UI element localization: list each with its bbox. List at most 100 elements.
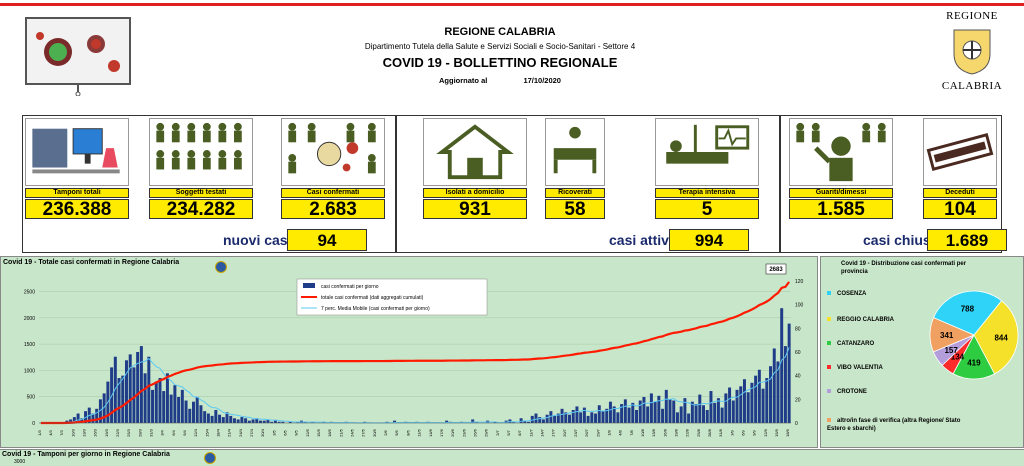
daily-bar bbox=[635, 409, 638, 423]
x-tick-label: 8/6 bbox=[405, 429, 410, 435]
y-right-tick-label: 80 bbox=[795, 326, 801, 332]
daily-bar bbox=[783, 346, 787, 423]
legend-swatch bbox=[827, 341, 831, 346]
daily-bar bbox=[776, 361, 780, 423]
x-tick-label: 25/8 bbox=[696, 428, 701, 437]
daily-bar bbox=[623, 399, 627, 423]
daily-bar bbox=[527, 421, 531, 423]
daily-bar bbox=[534, 413, 538, 423]
daily-bar bbox=[754, 375, 758, 423]
legend-label: VIBO VALENTIA bbox=[837, 365, 883, 371]
isolati-label: Isolati a domicilio bbox=[423, 188, 527, 198]
legend-swatch bbox=[827, 389, 831, 394]
x-tick-label: 16/3 bbox=[93, 428, 98, 437]
region-seal-icon bbox=[215, 261, 227, 273]
daily-bar bbox=[236, 419, 240, 423]
legend-label: CATANZARO bbox=[837, 341, 875, 347]
x-tick-label: 18/5 bbox=[327, 428, 332, 437]
deceased-stamp-icon bbox=[923, 118, 997, 186]
daily-bar bbox=[679, 406, 683, 423]
province-pie-panel: Covid 19 - Distribuzione casi confermati… bbox=[820, 256, 1024, 448]
daily-bar bbox=[731, 400, 735, 423]
x-tick-label: 14/6 bbox=[428, 428, 433, 437]
x-tick-label: 26/6 bbox=[472, 428, 477, 437]
x-tick-label: 9/9 bbox=[752, 429, 757, 435]
daily-bar bbox=[188, 408, 192, 423]
x-tick-label: 3/4 bbox=[160, 429, 165, 435]
cumulative-line bbox=[40, 281, 791, 425]
daily-bar bbox=[564, 412, 568, 423]
legend-crotone: CROTONE bbox=[827, 389, 867, 395]
daily-bar bbox=[288, 421, 292, 423]
daily-bar bbox=[147, 356, 151, 423]
daily-bar bbox=[154, 381, 158, 423]
x-tick-label: 19/8 bbox=[673, 428, 678, 437]
updated-label: Aggiornato al bbox=[439, 76, 488, 85]
active-cases-panel: Isolati a domicilio 931 Ricoverati 58 Te… bbox=[396, 115, 780, 253]
x-tick-label: 18/9 bbox=[785, 428, 790, 437]
y-left-tick-label: 1000 bbox=[24, 368, 35, 374]
daily-bar bbox=[769, 366, 773, 423]
y-right-tick-label: 20 bbox=[795, 397, 801, 403]
daily-bar bbox=[586, 415, 590, 423]
tamponi-chart-strip: Covid 19 - Tamponi per giorno in Regione… bbox=[0, 449, 1024, 466]
chart-title: Covid 19 - Totale casi confermati in Reg… bbox=[3, 259, 180, 266]
x-tick-label: 18/4 bbox=[216, 428, 221, 437]
x-tick-label: 9/4 bbox=[182, 429, 187, 435]
y-left-tick-label: 2500 bbox=[24, 290, 35, 296]
guariti-value: 1.585 bbox=[789, 199, 893, 219]
region-seal-icon bbox=[204, 452, 216, 464]
daily-bar bbox=[616, 412, 620, 423]
pie-value-label: 157 bbox=[944, 346, 958, 355]
recovered-person-icon bbox=[789, 118, 893, 186]
x-tick-label: 23/7 bbox=[573, 428, 578, 437]
daily-bar bbox=[169, 394, 173, 423]
daily-bar bbox=[69, 419, 73, 423]
chart-plot: 0 500 1000 1500 2000 2500 0 20 40 60 80 100 120 1/3 4/… bbox=[24, 263, 804, 437]
x-tick-label: 10/8 bbox=[640, 428, 645, 437]
x-tick-label: 13/8 bbox=[651, 428, 656, 437]
x-tick-label: 22/3 bbox=[115, 428, 120, 437]
legend-altro: altro/in fase di verifica (altra Regione… bbox=[827, 417, 967, 433]
daily-bar bbox=[556, 413, 560, 423]
header-red-line bbox=[0, 3, 1024, 6]
daily-bar bbox=[608, 401, 612, 423]
daily-bar bbox=[601, 411, 605, 423]
legend-swatch bbox=[827, 291, 831, 296]
daily-bar bbox=[612, 406, 616, 423]
tamponi-axis-tick: 3000 bbox=[14, 459, 26, 465]
y-left-tick-label: 0 bbox=[32, 421, 35, 427]
x-tick-label: 31/3 bbox=[149, 428, 154, 437]
daily-bar bbox=[694, 404, 698, 423]
confirmed-cases-chart: Covid 19 - Totale casi confermati in Reg… bbox=[0, 256, 818, 448]
x-tick-label: 1/8 bbox=[606, 429, 611, 435]
daily-bar bbox=[180, 389, 184, 423]
daily-bar bbox=[102, 393, 106, 423]
x-tick-label: 28/3 bbox=[137, 428, 142, 437]
x-tick-label: 27/4 bbox=[249, 428, 254, 437]
x-tick-label: 7/3 bbox=[59, 429, 64, 435]
x-tick-label: 30/4 bbox=[260, 428, 265, 437]
daily-bar bbox=[143, 373, 147, 423]
legend-label: COSENZA bbox=[837, 291, 867, 297]
intensive-care-icon bbox=[655, 118, 759, 186]
legend-swatch bbox=[827, 365, 831, 370]
daily-bar bbox=[471, 419, 475, 423]
daily-bar bbox=[124, 360, 128, 423]
daily-bar bbox=[210, 415, 214, 423]
daily-bar bbox=[549, 411, 553, 423]
x-tick-label: 3/5 bbox=[271, 429, 276, 435]
x-tick-label: 9/5 bbox=[294, 429, 299, 435]
x-tick-label: 21/5 bbox=[338, 428, 343, 437]
x-tick-label: 19/3 bbox=[104, 428, 109, 437]
x-tick-label: 29/6 bbox=[484, 428, 489, 437]
people-crowd-icon bbox=[149, 118, 253, 186]
daily-bar bbox=[393, 420, 397, 423]
x-tick-label: 20/6 bbox=[450, 428, 455, 437]
x-tick-label: 4/3 bbox=[48, 429, 53, 435]
total-annotation: 2683 bbox=[769, 267, 783, 273]
casi-attivi-label: casi attivi bbox=[609, 232, 673, 248]
x-tick-label: 11/7 bbox=[528, 428, 533, 436]
daily-bar bbox=[545, 414, 549, 423]
